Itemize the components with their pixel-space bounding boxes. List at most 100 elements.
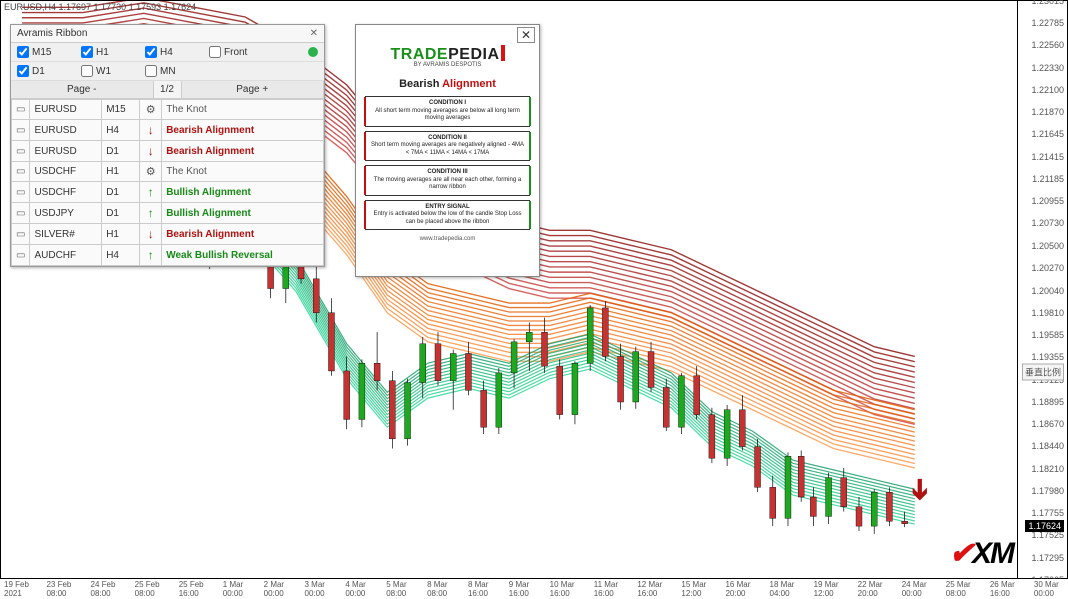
timeframe-m15[interactable]: M15 xyxy=(17,46,77,58)
signal-text: Bullish Alignment xyxy=(162,203,324,224)
price-tick: 1.20040 xyxy=(1031,286,1064,296)
timeframe-checkbox[interactable] xyxy=(81,65,93,77)
row-icon: ▭ xyxy=(12,203,30,224)
timeframe-cell: H1 xyxy=(102,162,140,182)
page-plus-button[interactable]: Page + xyxy=(182,81,325,98)
timeframe-cell: H1 xyxy=(102,224,140,245)
timeframe-d1[interactable]: D1 xyxy=(17,65,77,77)
signal-row[interactable]: ▭AUDCHFH4↑Weak Bullish Reversal xyxy=(12,245,324,266)
signal-arrow-icon: ↑ xyxy=(140,182,162,203)
time-tick: 12 Mar 16:00 xyxy=(637,580,671,598)
time-tick: 4 Mar 00:00 xyxy=(345,580,376,598)
page-counter: 1/2 xyxy=(154,81,182,98)
price-tick: 1.19585 xyxy=(1031,330,1064,340)
symbol-cell: SILVER# xyxy=(30,224,102,245)
timeframe-cell: D1 xyxy=(102,203,140,224)
timeframe-h4[interactable]: H4 xyxy=(145,46,205,58)
price-tick: 1.18440 xyxy=(1031,441,1064,451)
timeframe-cell: D1 xyxy=(102,182,140,203)
time-tick: 18 Mar 04:00 xyxy=(770,580,804,598)
symbol-cell: USDCHF xyxy=(30,162,102,182)
signal-arrow-icon: ↑ xyxy=(140,203,162,224)
price-tick: 1.20270 xyxy=(1031,263,1064,273)
signal-row[interactable]: ▭EURUSDD1↓Bearish Alignment xyxy=(12,141,324,162)
price-tick: 1.18895 xyxy=(1031,397,1064,407)
price-tick: 1.19355 xyxy=(1031,352,1064,362)
time-axis: 19 Feb 202123 Feb 08:0024 Feb 08:0025 Fe… xyxy=(0,579,1068,599)
price-tick: 1.17295 xyxy=(1031,553,1064,563)
time-tick: 25 Mar 08:00 xyxy=(946,580,980,598)
signal-text: Bearish Alignment xyxy=(162,224,324,245)
price-tick: 1.20500 xyxy=(1031,241,1064,251)
time-tick: 16 Mar 20:00 xyxy=(725,580,759,598)
row-icon: ▭ xyxy=(12,182,30,203)
price-tick: 1.21415 xyxy=(1031,152,1064,162)
timeframe-cell: H4 xyxy=(102,245,140,266)
time-tick: 5 Mar 08:00 xyxy=(386,580,417,598)
time-tick: 24 Feb 08:00 xyxy=(91,580,125,598)
symbol-cell: EURUSD xyxy=(30,141,102,162)
price-tick: 1.18210 xyxy=(1031,464,1064,474)
timeframe-checkbox[interactable] xyxy=(145,65,157,77)
signal-table: ▭EURUSDM15⚙The Knot▭EURUSDH4↓Bearish Ali… xyxy=(11,99,324,266)
condition-box: CONDITION IIIThe moving averages are all… xyxy=(365,165,530,196)
condition-box: ENTRY SIGNALEntry is activated below the… xyxy=(365,200,530,231)
page-minus-button[interactable]: Page - xyxy=(11,81,154,98)
time-tick: 10 Mar 16:00 xyxy=(550,580,584,598)
bearish-arrow-icon: ➔ xyxy=(904,478,937,501)
timeframe-front[interactable]: Front xyxy=(209,46,269,58)
time-tick: 25 Feb 08:00 xyxy=(135,580,169,598)
avramis-ribbon-panel[interactable]: Avramis Ribbon ✕ M15H1H4Front D1W1MN Pag… xyxy=(10,24,325,267)
time-tick: 3 Mar 00:00 xyxy=(305,580,336,598)
timeframe-cell: D1 xyxy=(102,141,140,162)
time-tick: 19 Mar 12:00 xyxy=(814,580,848,598)
timeframe-w1[interactable]: W1 xyxy=(81,65,141,77)
time-tick: 26 Mar 16:00 xyxy=(990,580,1024,598)
signal-row[interactable]: ▭SILVER#H1↓Bearish Alignment xyxy=(12,224,324,245)
xm-logo: ✔XM xyxy=(949,536,1013,571)
price-tick: 1.17525 xyxy=(1031,530,1064,540)
close-icon[interactable]: ✕ xyxy=(310,28,318,39)
timeframe-checkbox[interactable] xyxy=(145,46,157,58)
row-icon: ▭ xyxy=(12,162,30,182)
pager: Page - 1/2 Page + xyxy=(11,81,324,99)
timeframe-h1[interactable]: H1 xyxy=(81,46,141,58)
tradepedia-subtitle: BY AVRAMIS DESPOTIS xyxy=(362,62,533,68)
time-tick: 25 Feb 16:00 xyxy=(179,580,213,598)
signal-text: Bearish Alignment xyxy=(162,141,324,162)
time-tick: 19 Feb 2021 xyxy=(4,580,36,598)
price-tick: 1.22560 xyxy=(1031,40,1064,50)
condition-box: CONDITION IAll short term moving average… xyxy=(365,96,530,127)
signal-row[interactable]: ▭EURUSDH4↓Bearish Alignment xyxy=(12,120,324,141)
symbol-cell: AUDCHF xyxy=(30,245,102,266)
symbol-title: EURUSD,H4 1.17697 1.17730 1.17593 1.1762… xyxy=(4,2,196,12)
signal-row[interactable]: ▭EURUSDM15⚙The Knot xyxy=(12,100,324,120)
current-price-tag: 1.17624 xyxy=(1025,520,1064,532)
timeframe-checkbox[interactable] xyxy=(81,46,93,58)
time-tick: 8 Mar 16:00 xyxy=(468,580,499,598)
row-icon: ▭ xyxy=(12,141,30,162)
signal-text: The Knot xyxy=(162,100,324,120)
price-tick: 1.18670 xyxy=(1031,419,1064,429)
price-tick: 1.17980 xyxy=(1031,486,1064,496)
signal-arrow-icon: ⚙ xyxy=(140,162,162,182)
signal-text: The Knot xyxy=(162,162,324,182)
signal-row[interactable]: ▭USDCHFH1⚙The Knot xyxy=(12,162,324,182)
row-icon: ▭ xyxy=(12,120,30,141)
timeframe-checkbox[interactable] xyxy=(209,46,221,58)
timeframe-checkbox[interactable] xyxy=(17,46,29,58)
signal-arrow-icon: ↑ xyxy=(140,245,162,266)
signal-arrow-icon: ↓ xyxy=(140,141,162,162)
close-icon[interactable]: ✕ xyxy=(517,27,535,43)
vertical-scale-label[interactable]: 垂直比例 xyxy=(1022,364,1064,381)
timeframe-cell: H4 xyxy=(102,120,140,141)
signal-row[interactable]: ▭USDCHFD1↑Bullish Alignment xyxy=(12,182,324,203)
timeframe-cell: M15 xyxy=(102,100,140,120)
timeframe-mn[interactable]: MN xyxy=(145,65,205,77)
tradepedia-card[interactable]: ✕ TRADEPEDIA BY AVRAMIS DESPOTIS Bearish… xyxy=(355,24,540,277)
signal-row[interactable]: ▭USDJPYD1↑Bullish Alignment xyxy=(12,203,324,224)
timeframe-row-1: M15 H1 H4 Front xyxy=(11,43,324,62)
price-tick: 1.20730 xyxy=(1031,218,1064,228)
timeframe-checkbox[interactable] xyxy=(17,65,29,77)
symbol-cell: EURUSD xyxy=(30,120,102,141)
